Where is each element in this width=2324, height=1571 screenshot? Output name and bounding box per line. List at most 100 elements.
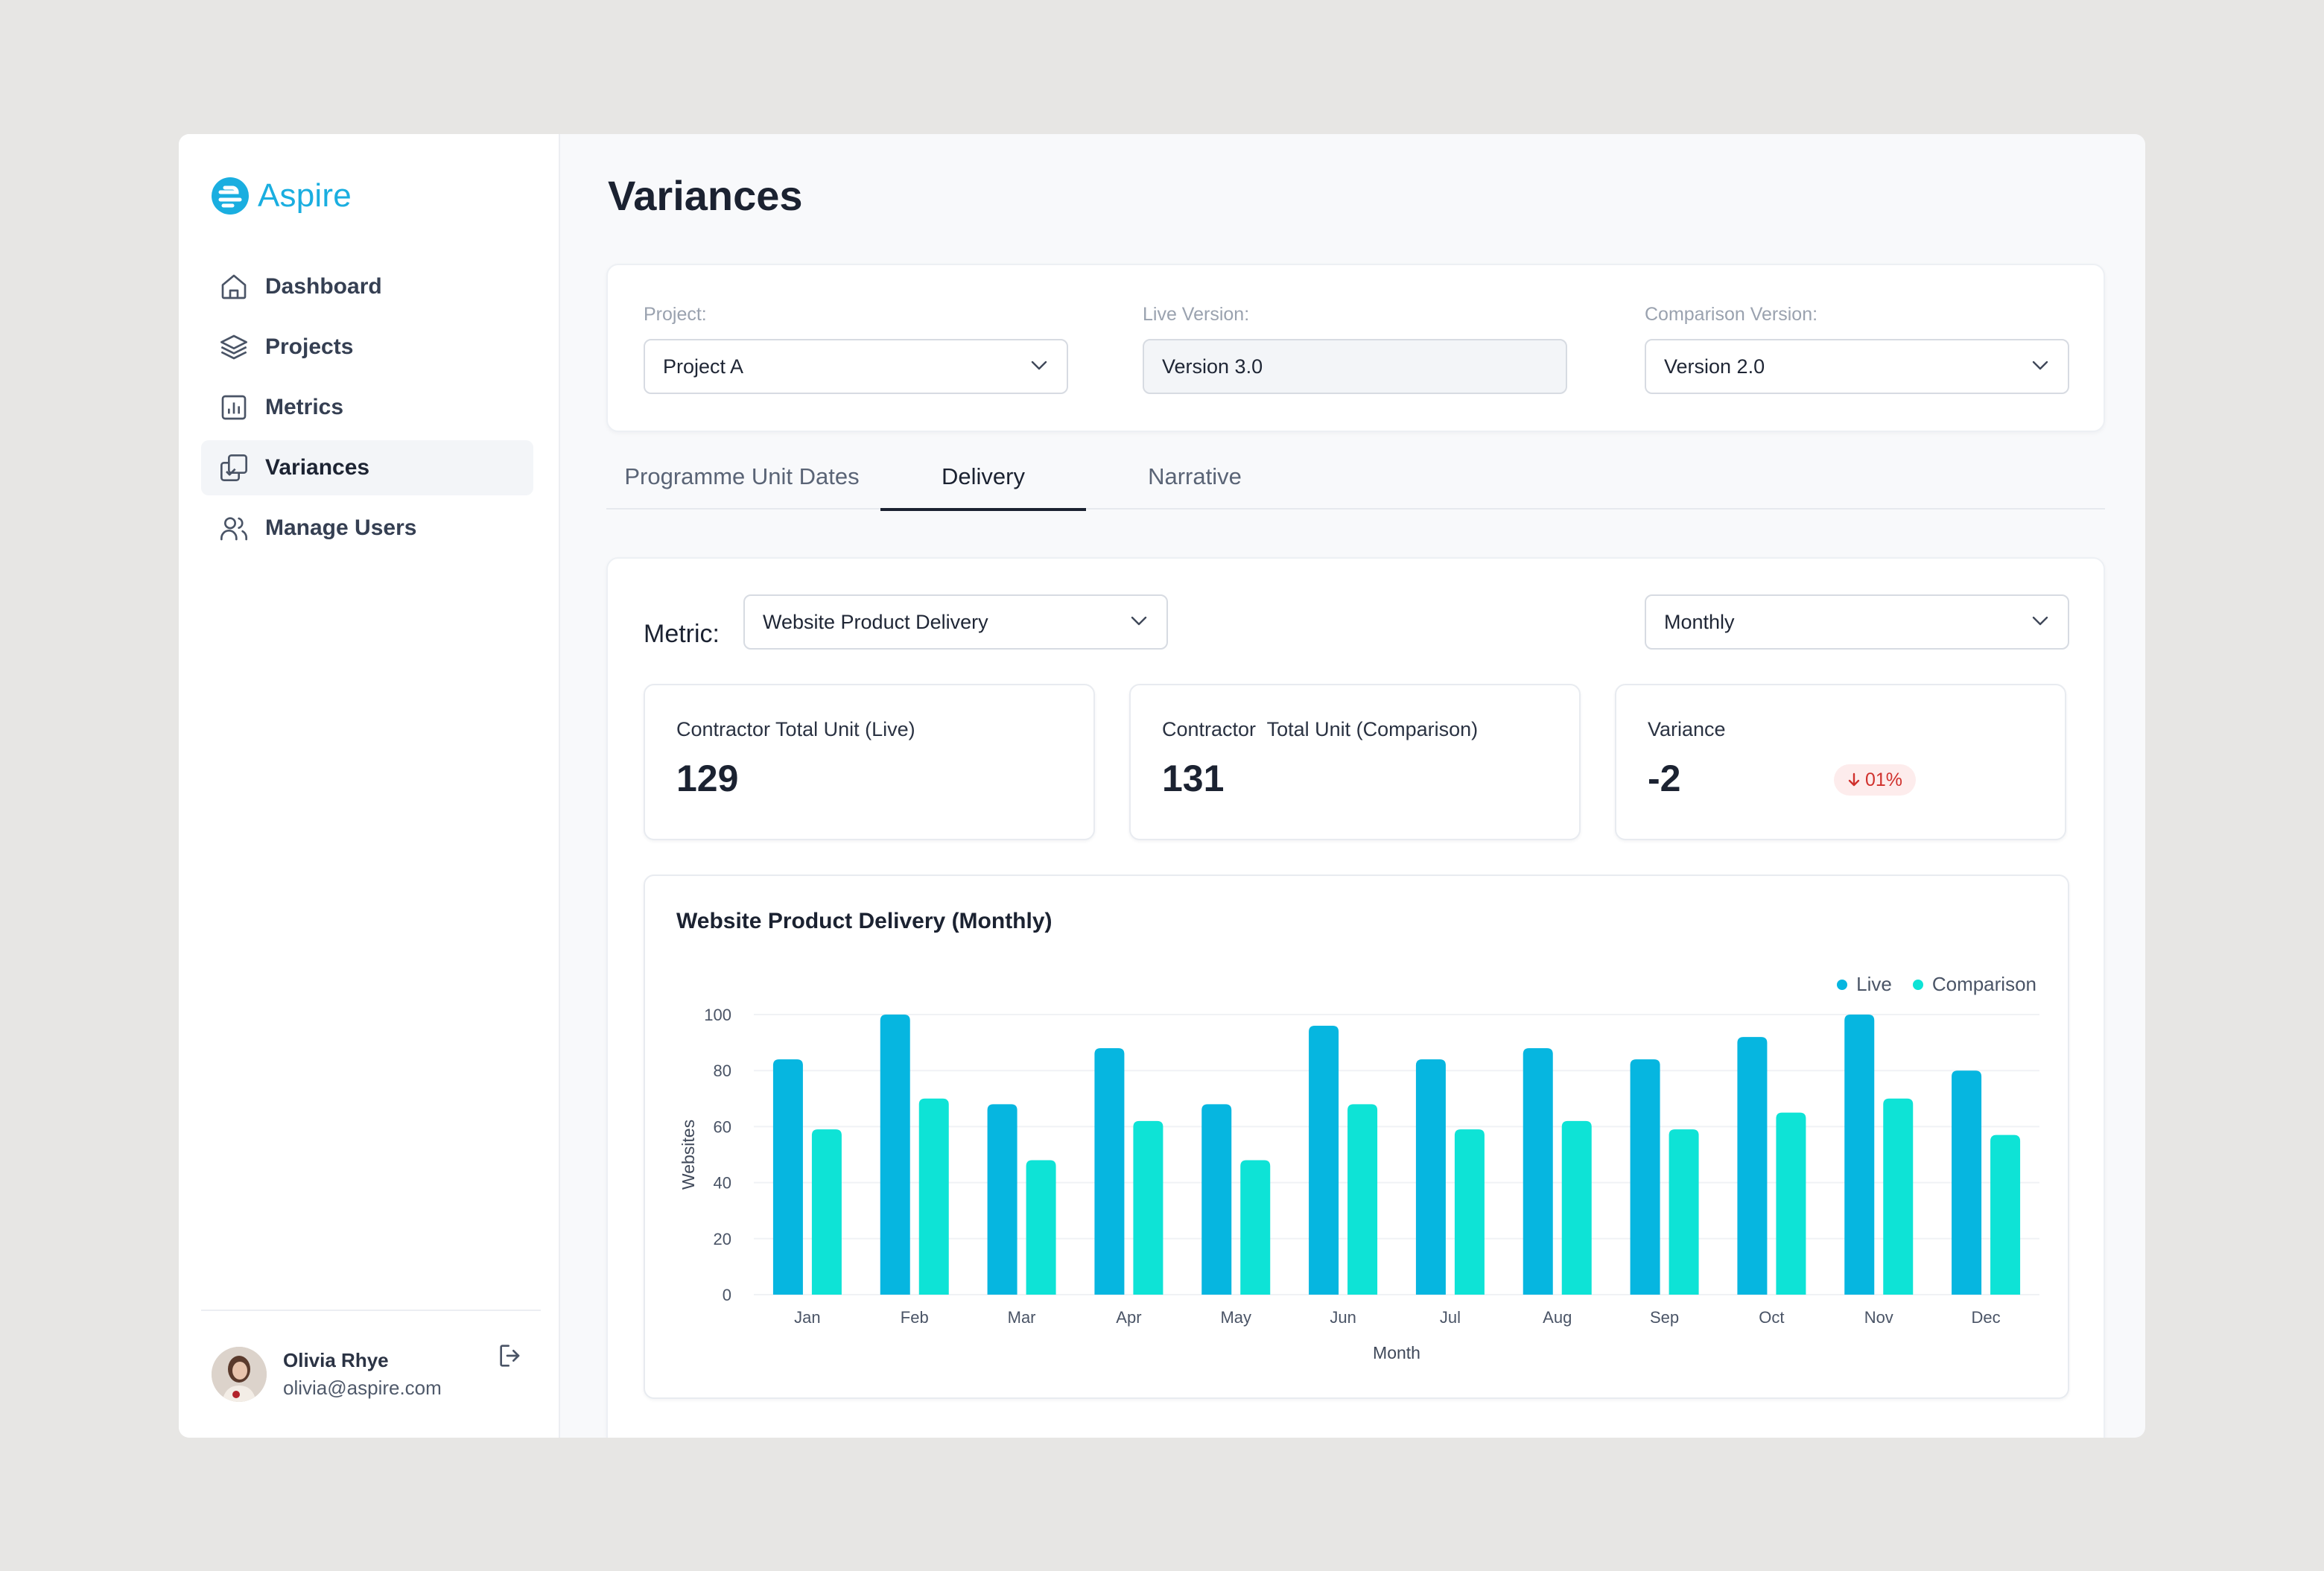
tab-narrative[interactable]: Narrative bbox=[1148, 463, 1242, 489]
y-tick-label: 40 bbox=[714, 1174, 731, 1193]
bar-live-dec bbox=[1952, 1070, 1982, 1295]
variance-badge-text: 01% bbox=[1865, 769, 1903, 790]
bar-comparison-feb bbox=[918, 1098, 949, 1295]
x-tick-label: Jun bbox=[1330, 1308, 1356, 1327]
page-title: Variances bbox=[608, 172, 803, 219]
stat-value: 131 bbox=[1162, 758, 1225, 799]
brand-logo[interactable]: Aspire bbox=[210, 176, 352, 216]
legend-item-live: Live bbox=[1837, 973, 1892, 996]
comparison-version-label: Comparison Version: bbox=[1645, 304, 1818, 325]
stat-card-live: Contractor Total Unit (Live) 129 bbox=[644, 684, 1095, 840]
bar-live-jul bbox=[1415, 1059, 1446, 1295]
stat-label: Contractor Total Unit (Live) bbox=[676, 718, 915, 740]
legend-label: Live bbox=[1856, 973, 1892, 995]
chevron-down-icon bbox=[1131, 616, 1147, 626]
bar-comparison-oct bbox=[1776, 1112, 1806, 1295]
y-tick-label: 60 bbox=[714, 1117, 731, 1136]
bar-chart: 0 20 40 60 80 100 Jan Feb Mar Apr May Jun Jul Aug Sep O… bbox=[679, 1006, 2039, 1362]
stat-label: Variance bbox=[1648, 718, 1726, 740]
bar-live-apr bbox=[1094, 1048, 1125, 1295]
bar-live-jun bbox=[1309, 1026, 1339, 1295]
x-tick-label: Feb bbox=[901, 1308, 929, 1327]
y-tick-label: 100 bbox=[704, 1006, 731, 1024]
x-tick-label: Oct bbox=[1759, 1308, 1784, 1327]
logout-icon[interactable] bbox=[496, 1341, 526, 1371]
x-tick-label: Jan bbox=[794, 1308, 820, 1327]
chevron-down-icon bbox=[2032, 616, 2048, 626]
legend-swatch bbox=[1912, 979, 1923, 990]
filter-panel: Project: Project A Live Version: Version… bbox=[606, 264, 2105, 432]
tab-bar: Programme Unit Dates Delivery Narrative bbox=[606, 454, 2105, 511]
sidebar-item-label: Dashboard bbox=[265, 274, 382, 299]
brand-name: Aspire bbox=[258, 177, 352, 214]
sidebar-item-metrics[interactable]: Metrics bbox=[201, 380, 533, 435]
sidebar-item-label: Variances bbox=[265, 455, 370, 480]
legend-item-comparison: Comparison bbox=[1912, 973, 2036, 996]
chevron-down-icon bbox=[2032, 361, 2048, 370]
sidebar-item-dashboard[interactable]: Dashboard bbox=[201, 259, 533, 314]
chart-legend: Live Comparison bbox=[1837, 973, 2036, 996]
bar-comparison-sep bbox=[1669, 1129, 1699, 1295]
sidebar-item-manage-users[interactable]: Manage Users bbox=[201, 501, 533, 556]
bar-comparison-aug bbox=[1561, 1120, 1592, 1295]
sidebar-item-label: Metrics bbox=[265, 395, 344, 419]
x-tick-label: Apr bbox=[1116, 1308, 1141, 1327]
avatar[interactable] bbox=[212, 1347, 267, 1402]
bar-live-feb bbox=[880, 1015, 910, 1295]
bar-comparison-mar bbox=[1026, 1160, 1056, 1295]
project-label: Project: bbox=[644, 304, 707, 325]
users-icon bbox=[218, 512, 250, 545]
comparison-version-value: Version 2.0 bbox=[1664, 355, 1765, 378]
live-version-field: Live Version: Version 3.0 bbox=[1143, 304, 1567, 394]
stat-card-comparison: Contractor Total Unit (Comparison) 131 bbox=[1129, 684, 1581, 840]
period-select[interactable]: Monthly bbox=[1645, 594, 2069, 650]
compare-check-icon bbox=[218, 451, 250, 484]
sidebar-item-label: Projects bbox=[265, 334, 354, 359]
x-tick-label: Jul bbox=[1440, 1308, 1461, 1327]
project-value: Project A bbox=[663, 355, 744, 378]
live-version-input: Version 3.0 bbox=[1143, 339, 1567, 394]
chart-card: Website Product Delivery (Monthly) Live … bbox=[644, 875, 2069, 1399]
bar-live-mar bbox=[987, 1104, 1017, 1295]
live-version-value: Version 3.0 bbox=[1162, 355, 1263, 378]
sidebar-item-variances[interactable]: Variances bbox=[201, 440, 533, 495]
sidebar: Aspire Dashboard Projects Metrics bbox=[179, 134, 560, 1438]
stat-value: 129 bbox=[676, 758, 739, 799]
bar-comparison-jun bbox=[1347, 1104, 1378, 1295]
comparison-version-field: Comparison Version: Version 2.0 bbox=[1645, 304, 2069, 394]
project-select[interactable]: Project A bbox=[644, 339, 1068, 394]
metric-label: Metric: bbox=[644, 620, 720, 648]
user-email: olivia@aspire.com bbox=[283, 1377, 442, 1399]
stat-card-variance: Variance -2 01% bbox=[1615, 684, 2066, 840]
x-tick-label: May bbox=[1220, 1308, 1251, 1327]
bar-comparison-dec bbox=[1990, 1134, 2021, 1295]
x-tick-label: Sep bbox=[1650, 1308, 1679, 1327]
bar-live-oct bbox=[1737, 1037, 1768, 1295]
bar-live-jan bbox=[772, 1059, 803, 1295]
sidebar-item-label: Manage Users bbox=[265, 515, 417, 540]
bar-comparison-may bbox=[1240, 1160, 1271, 1295]
chevron-down-icon bbox=[1031, 361, 1047, 370]
x-tick-label: Mar bbox=[1008, 1308, 1036, 1327]
y-tick-label: 0 bbox=[723, 1286, 731, 1304]
home-icon bbox=[218, 270, 250, 303]
delivery-panel: Metric: Website Product Delivery Monthly… bbox=[606, 557, 2105, 1438]
stat-label: Contractor Total Unit (Comparison) bbox=[1162, 718, 1479, 740]
y-tick-label: 20 bbox=[714, 1230, 731, 1248]
comparison-version-select[interactable]: Version 2.0 bbox=[1645, 339, 2069, 394]
x-axis-title: Month bbox=[1373, 1343, 1420, 1362]
tab-delivery[interactable]: Delivery bbox=[880, 454, 1086, 511]
metric-select[interactable]: Website Product Delivery bbox=[743, 594, 1168, 650]
bar-comparison-nov bbox=[1883, 1098, 1914, 1295]
arrow-down-icon bbox=[1848, 772, 1860, 787]
bar-comparison-jan bbox=[811, 1129, 842, 1295]
legend-label: Comparison bbox=[1931, 973, 2036, 995]
bar-chart-icon bbox=[218, 391, 250, 424]
avatar-image bbox=[212, 1347, 267, 1402]
chart-title: Website Product Delivery (Monthly) bbox=[676, 909, 1053, 933]
y-axis-title: Websites bbox=[679, 1120, 698, 1190]
sidebar-item-projects[interactable]: Projects bbox=[201, 320, 533, 375]
tab-programme-unit-dates[interactable]: Programme Unit Dates bbox=[624, 463, 860, 489]
x-tick-label: Nov bbox=[1864, 1308, 1893, 1327]
main-content: Variances Project: Project A Live Versio… bbox=[560, 134, 2145, 1438]
